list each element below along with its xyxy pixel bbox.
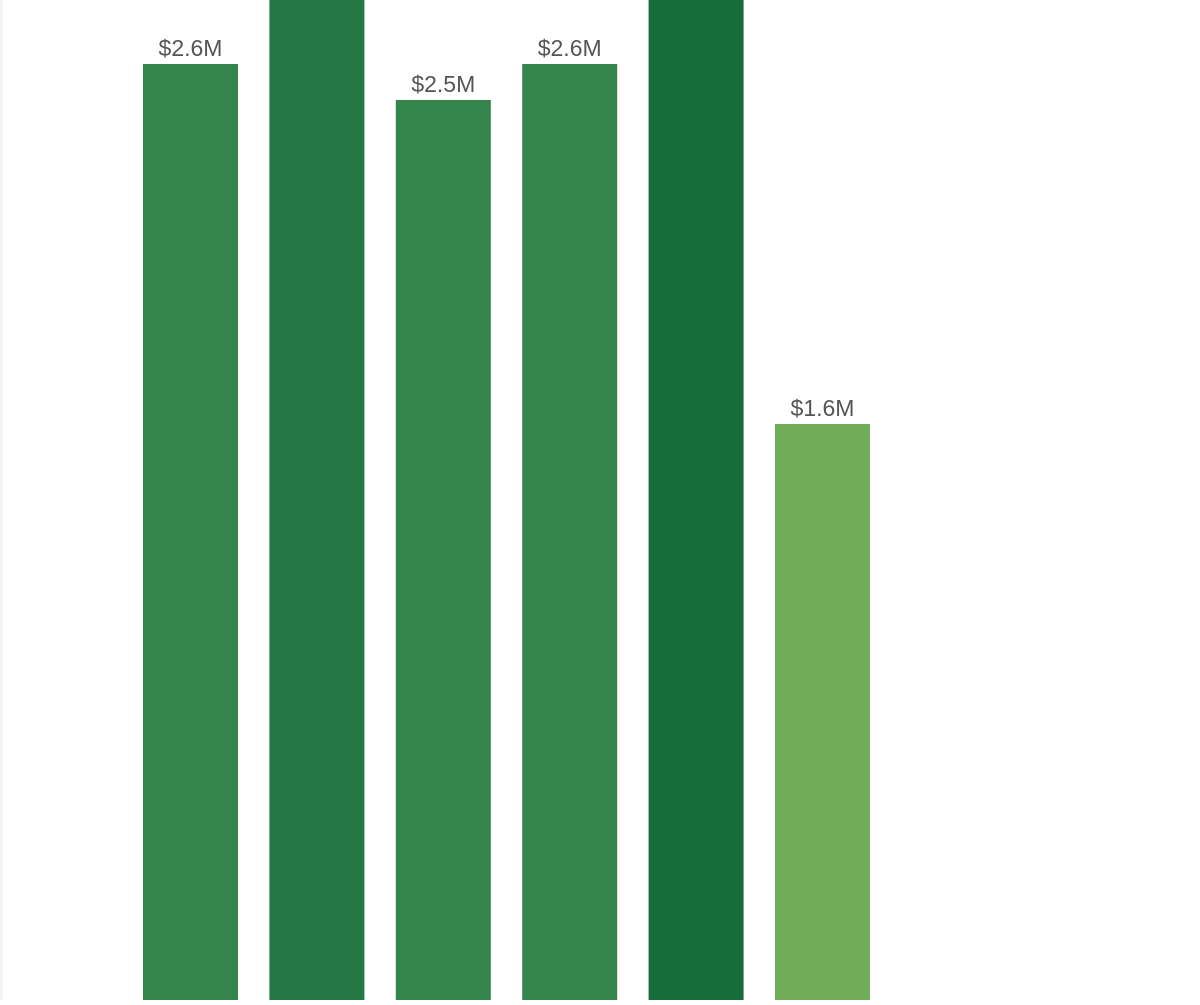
data-label-1: $2.6M bbox=[159, 35, 223, 61]
bar-1[interactable] bbox=[143, 64, 238, 1000]
bar-3[interactable] bbox=[395, 100, 491, 1000]
bar-5[interactable] bbox=[648, 0, 744, 1000]
bar-4[interactable] bbox=[522, 64, 618, 1000]
data-label-4: $2.6M bbox=[538, 35, 602, 61]
data-label-6: $1.6M bbox=[791, 395, 855, 421]
bar-6[interactable] bbox=[775, 424, 870, 1000]
bar-2[interactable] bbox=[269, 0, 365, 1000]
data-label-3: $2.5M bbox=[411, 71, 475, 97]
